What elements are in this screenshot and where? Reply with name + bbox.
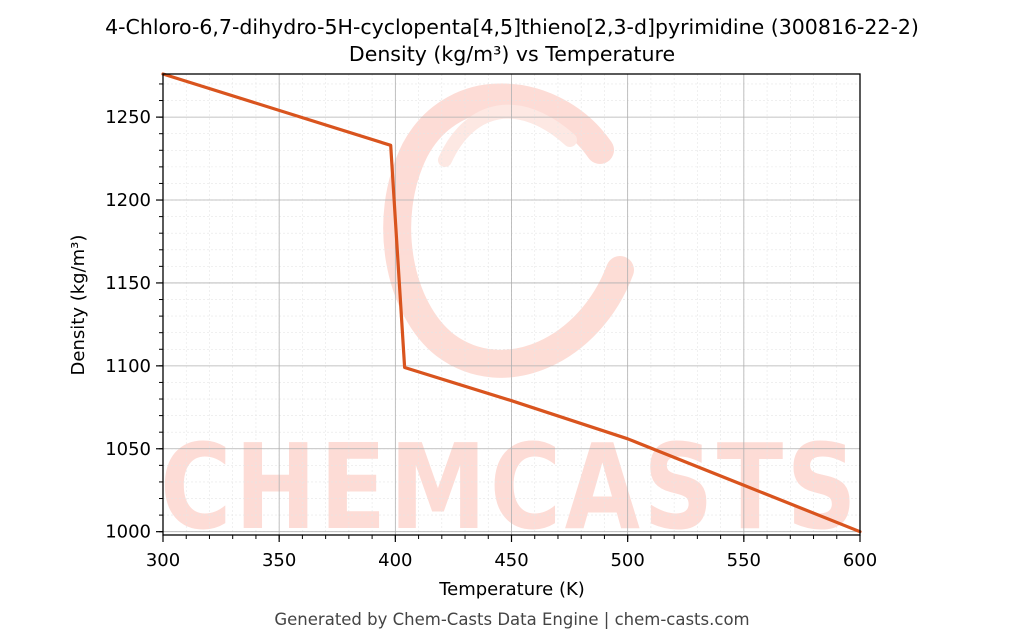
x-tick-label: 400 <box>378 550 412 571</box>
tick-layer <box>156 83 861 542</box>
x-tick-label: 600 <box>843 550 877 571</box>
density-series-line <box>161 72 862 534</box>
chemcasts-watermark: CHEMCASTS <box>160 83 860 556</box>
y-tick-label: 1100 <box>105 356 151 377</box>
x-tick-label: 300 <box>146 550 180 571</box>
series-layer <box>161 72 862 534</box>
x-axis-label: Temperature (K) <box>438 579 585 600</box>
x-tick-label: 500 <box>610 550 644 571</box>
x-tick-label: 550 <box>727 550 761 571</box>
y-tick-labels: 1000 1050 1100 1150 1200 1250 <box>105 107 151 543</box>
chart-subtitle: Density (kg/m³) vs Temperature <box>349 42 675 66</box>
y-tick-label: 1000 <box>105 522 151 543</box>
y-tick-label: 1200 <box>105 190 151 211</box>
watermark-text: CHEMCASTS <box>160 418 860 556</box>
x-tick-label: 350 <box>262 550 296 571</box>
y-tick-label: 1150 <box>105 273 151 294</box>
y-tick-label: 1050 <box>105 439 151 460</box>
major-grid <box>162 74 861 535</box>
y-tick-label: 1250 <box>105 107 151 128</box>
y-axis-label: Density (kg/m³) <box>68 235 89 376</box>
x-tick-labels: 300 350 400 450 500 550 600 <box>146 550 877 571</box>
x-tick-label: 450 <box>494 550 528 571</box>
chart-title: 4-Chloro-6,7-dihydro-5H-cyclopenta[4,5]t… <box>105 15 919 39</box>
footer-text: Generated by Chem-Casts Data Engine | ch… <box>274 610 749 629</box>
